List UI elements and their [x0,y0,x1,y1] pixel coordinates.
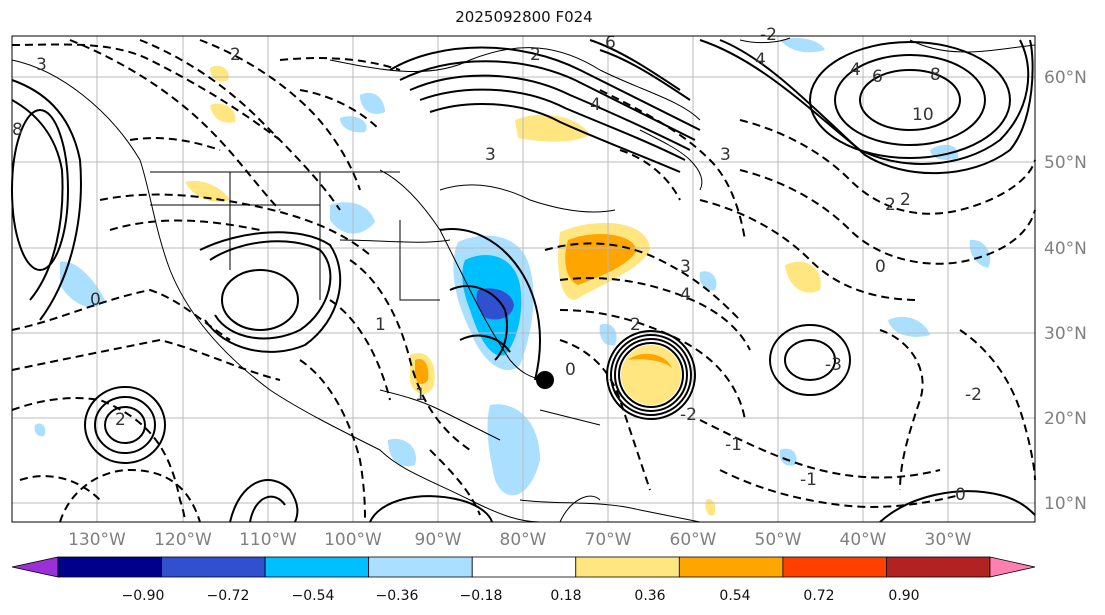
colorbar-segment [368,556,473,578]
colorbar-segment [678,556,784,578]
contour-label: 2 [630,315,641,335]
contours-dashed [11,39,1036,523]
colorbar-under-arrow [11,556,59,578]
colorbar-tick: 0.54 [719,588,750,604]
latitude-labels: 60°N 50°N 40°N 30°N 20°N 10°N [1044,68,1087,514]
lon-label: 100°W [324,530,382,550]
lat-label: 50°N [1044,153,1087,173]
colorbar-tick: −0.18 [460,588,503,604]
lon-label: 40°W [840,530,887,550]
contour-label: 10 [912,105,934,125]
contour-label: -1 [800,470,817,490]
lat-label: 40°N [1044,239,1087,259]
lat-label: 30°N [1044,324,1087,344]
contour-label: -2 [965,385,982,405]
shaded-regions [34,38,991,516]
contour-label: 2 [885,195,896,215]
contour-label: 4 [680,285,691,305]
contour-label: 0 [90,290,101,310]
longitude-labels: 130°W 120°W 110°W 100°W 90°W 80°W 70°W 6… [68,530,972,550]
colorbar-segment [886,556,991,578]
contour-label: -3 [825,355,842,375]
contour-label: 6 [605,33,616,53]
colorbar-tick: −0.90 [122,588,165,604]
contours-solid [11,39,1036,523]
orange-shade [565,233,637,285]
contour-label: 1 [415,385,426,405]
contour-label: 3 [720,145,731,165]
contour-label: 3 [680,257,691,277]
lon-label: 110°W [239,530,297,550]
contour-label: 2 [530,45,541,65]
contour-label: 3 [36,55,47,75]
contour-label: 8 [930,65,941,85]
contour-label: 8 [12,120,23,140]
contour-labels: 6 4 2 8 10 4 6 8 3 4 2 1 0 -1 -2 2 3 4 2… [12,25,982,505]
contour-label: 0 [875,257,886,277]
lon-label: 50°W [755,530,802,550]
colorbar-ticks: −0.90 −0.72 −0.54 −0.36 −0.18 0.18 0.36 … [122,588,920,604]
contour-label: 6 [872,67,883,87]
contour-label: -2 [680,405,697,425]
hurricane-shade [621,345,681,405]
map-frame [11,35,1036,523]
contour-label: 2 [230,45,241,65]
contour-label: 0 [955,485,966,505]
storm-center-marker [536,371,554,389]
coastlines [11,37,1036,523]
colorbar-segment [161,556,266,578]
contour-label: 4 [850,60,861,80]
colorbar-tick: 0.90 [888,588,919,604]
lat-label: 10°N [1044,494,1087,514]
colorbar [11,556,1036,578]
colorbar-segment [782,556,887,578]
contour-label: 4 [755,50,766,70]
lon-label: 30°W [925,530,972,550]
colorbar-segment [471,556,577,578]
contour-label: 1 [375,315,386,335]
colorbar-tick: 0.36 [634,588,665,604]
contour-label: 2 [900,190,911,210]
contour-label: 0 [565,360,576,380]
lon-label: 60°W [670,530,717,550]
contour-label: -2 [760,25,777,45]
lat-label: 20°N [1044,409,1087,429]
lon-label: 130°W [68,530,126,550]
colorbar-tick: −0.54 [292,588,335,604]
lon-label: 80°W [500,530,547,550]
lon-label: 120°W [154,530,212,550]
contour-label: 2 [115,410,126,430]
contour-label: -1 [725,435,742,455]
colorbar-segment [57,556,162,578]
contour-label: 4 [590,95,601,115]
colorbar-tick: −0.72 [207,588,250,604]
lat-label: 60°N [1044,68,1087,88]
colorbar-tick: −0.36 [376,588,419,604]
map-title: 2025092800 F024 [455,8,593,26]
lon-label: 90°W [415,530,462,550]
colorbar-segment [575,556,680,578]
colorbar-tick: 0.72 [803,588,834,604]
colorbar-tick: 0.18 [550,588,581,604]
lon-label: 70°W [585,530,632,550]
colorbar-segment [264,556,370,578]
colorbar-over-arrow [989,556,1036,578]
contour-label: 3 [485,145,496,165]
